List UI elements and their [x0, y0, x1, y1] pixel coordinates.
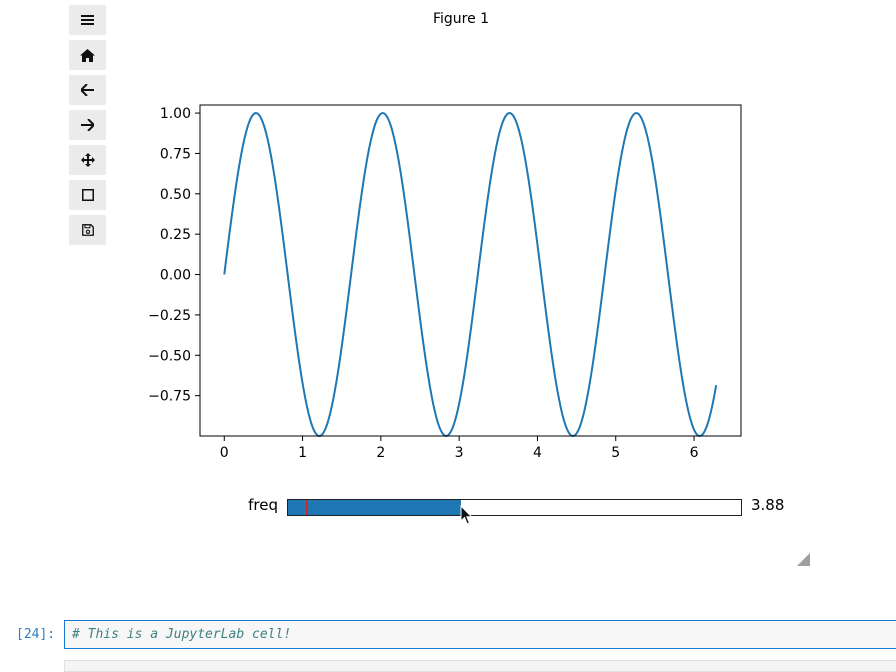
home-icon: [80, 48, 95, 62]
y-tick-label: 0.25: [160, 227, 191, 243]
y-tick-label: 0.50: [160, 187, 191, 203]
y-tick-label: −0.25: [148, 308, 191, 324]
zoom-button[interactable]: [69, 180, 106, 210]
mouse-pointer-icon: [460, 505, 473, 525]
figure-title: Figure 1: [432, 11, 490, 27]
x-tick-label: 1: [298, 445, 307, 461]
y-tick-label: 1.00: [160, 106, 191, 122]
zoom-rect-icon: [81, 189, 94, 201]
cell-source: # This is a JupyterLab cell!: [72, 627, 292, 642]
y-tick-label: 0.75: [160, 146, 191, 162]
save-disk-icon: [81, 224, 94, 236]
x-tick-label: 2: [376, 445, 385, 461]
y-tick-label: −0.50: [148, 348, 191, 364]
x-tick-label: 5: [611, 445, 620, 461]
x-tick-label: 4: [533, 445, 542, 461]
x-tick-label: 0: [220, 445, 229, 461]
move-arrows-icon: [80, 153, 95, 167]
pan-button[interactable]: [69, 145, 106, 175]
slider-fill: [288, 500, 461, 515]
y-tick-label: 0.00: [160, 268, 191, 284]
menu-button[interactable]: [69, 5, 106, 35]
freq-slider[interactable]: [287, 499, 742, 516]
cell-execution-count: [24]:: [16, 627, 56, 642]
slider-label: freq: [248, 496, 278, 514]
axes-frame: [199, 104, 742, 437]
y-tick-label: −0.75: [148, 389, 191, 405]
save-button[interactable]: [69, 215, 106, 245]
next-cell[interactable]: [64, 660, 896, 672]
home-button[interactable]: [69, 40, 106, 70]
arrow-left-icon: [81, 84, 94, 96]
code-cell-editor[interactable]: # This is a JupyterLab cell!: [64, 620, 896, 649]
forward-button[interactable]: [69, 110, 106, 140]
back-button[interactable]: [69, 75, 106, 105]
series-line: [223, 112, 718, 438]
x-tick-label: 6: [690, 445, 699, 461]
slider-value: 3.88: [751, 496, 785, 514]
hamburger-menu-icon: [81, 15, 94, 25]
x-tick-label: 3: [455, 445, 464, 461]
arrow-right-icon: [81, 119, 94, 131]
line-chart[interactable]: 0 1 2 3 4 5 6 1.00 0.75 0.50 0.25 0.00 −0.25 −0.50 −0.…: [0, 0, 896, 480]
resize-handle-icon[interactable]: [797, 553, 810, 566]
slider-initial-marker: [306, 500, 309, 515]
